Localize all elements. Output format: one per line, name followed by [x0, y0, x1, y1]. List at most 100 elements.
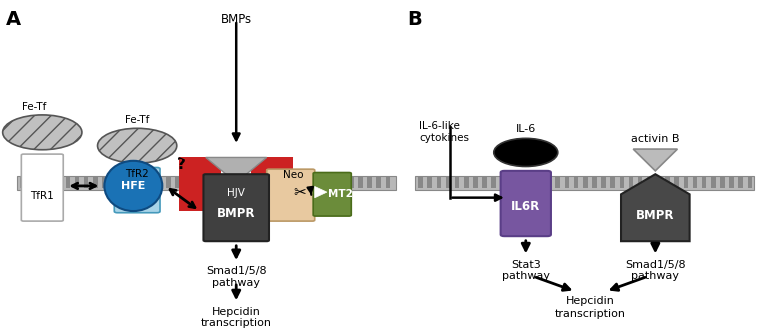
Bar [537, 177, 542, 188]
Bar [376, 177, 381, 188]
Text: HJV: HJV [227, 188, 245, 198]
Text: BMPR: BMPR [636, 209, 674, 222]
Bar [358, 177, 363, 188]
Bar [102, 177, 107, 188]
Bar [258, 177, 262, 188]
Text: IL-6: IL-6 [516, 124, 536, 134]
Bar [386, 177, 390, 188]
Bar [501, 177, 505, 188]
Text: TfR1: TfR1 [30, 191, 54, 201]
Bar [184, 177, 189, 188]
Bar [711, 177, 716, 188]
Bar [148, 177, 152, 188]
Bar [482, 177, 487, 188]
Text: transcription: transcription [555, 309, 626, 319]
Bar [638, 177, 642, 188]
Bar [38, 177, 43, 188]
Text: B: B [408, 10, 422, 29]
Bar [212, 177, 216, 188]
Text: transcription: transcription [200, 318, 272, 328]
Text: Hepcidin: Hepcidin [212, 307, 261, 317]
Bar [340, 177, 344, 188]
Bar [583, 177, 588, 188]
Bar [748, 177, 752, 188]
Polygon shape [633, 149, 677, 171]
Bar [130, 177, 134, 188]
Bar [629, 177, 633, 188]
Bar [230, 177, 235, 188]
Bar [592, 177, 597, 188]
Bar [29, 177, 34, 188]
Bar [17, 176, 396, 190]
Bar [720, 177, 725, 188]
Text: BMPR: BMPR [217, 207, 255, 219]
Bar [276, 177, 280, 188]
Bar [47, 177, 52, 188]
Bar [610, 177, 615, 188]
Bar [239, 177, 244, 188]
Bar [565, 177, 569, 188]
Circle shape [494, 138, 558, 166]
Bar [528, 177, 533, 188]
Ellipse shape [104, 161, 162, 211]
FancyBboxPatch shape [501, 171, 551, 236]
Bar [446, 177, 450, 188]
Bar [665, 177, 670, 188]
Bar [179, 157, 221, 211]
Bar [473, 177, 478, 188]
FancyBboxPatch shape [203, 174, 269, 241]
Text: TfR2: TfR2 [125, 169, 149, 179]
Bar [111, 177, 116, 188]
Bar [367, 177, 372, 188]
Bar [267, 177, 271, 188]
Bar [729, 177, 734, 188]
Bar [464, 177, 469, 188]
Polygon shape [206, 157, 267, 183]
Bar [656, 177, 661, 188]
Bar [331, 177, 335, 188]
Text: HFE: HFE [121, 181, 146, 191]
Bar [56, 177, 61, 188]
Bar [738, 177, 743, 188]
Bar [194, 177, 198, 188]
Bar [684, 177, 688, 188]
Bar [349, 177, 354, 188]
Polygon shape [621, 174, 690, 241]
Bar [93, 177, 98, 188]
Bar [437, 177, 441, 188]
Bar [166, 177, 171, 188]
Bar [418, 177, 423, 188]
Bar [510, 177, 514, 188]
Text: IL6R: IL6R [511, 200, 540, 213]
Bar [20, 177, 24, 188]
Text: MT2: MT2 [328, 189, 353, 199]
Text: Stat3: Stat3 [511, 260, 541, 270]
Polygon shape [179, 157, 221, 174]
Text: Hepcidin: Hepcidin [566, 296, 615, 307]
Text: pathway: pathway [213, 278, 260, 288]
Polygon shape [251, 157, 293, 174]
Bar [555, 177, 560, 188]
Circle shape [3, 115, 82, 150]
Bar [674, 177, 679, 188]
Bar [303, 177, 308, 188]
Bar [221, 177, 226, 188]
Bar [294, 177, 299, 188]
Bar [693, 177, 697, 188]
Bar [248, 177, 253, 188]
FancyBboxPatch shape [267, 169, 315, 221]
Bar [66, 177, 70, 188]
Circle shape [98, 128, 177, 163]
Bar [620, 177, 624, 188]
Text: IL-6-like
cytokines: IL-6-like cytokines [419, 121, 469, 143]
Bar [574, 177, 578, 188]
Bar [251, 157, 293, 211]
Bar [322, 177, 326, 188]
Bar [120, 177, 125, 188]
Text: ?: ? [177, 157, 186, 172]
Bar [285, 177, 290, 188]
Bar [139, 177, 143, 188]
Text: Smad1/5/8: Smad1/5/8 [206, 266, 267, 276]
Bar [519, 177, 523, 188]
Bar [702, 177, 706, 188]
